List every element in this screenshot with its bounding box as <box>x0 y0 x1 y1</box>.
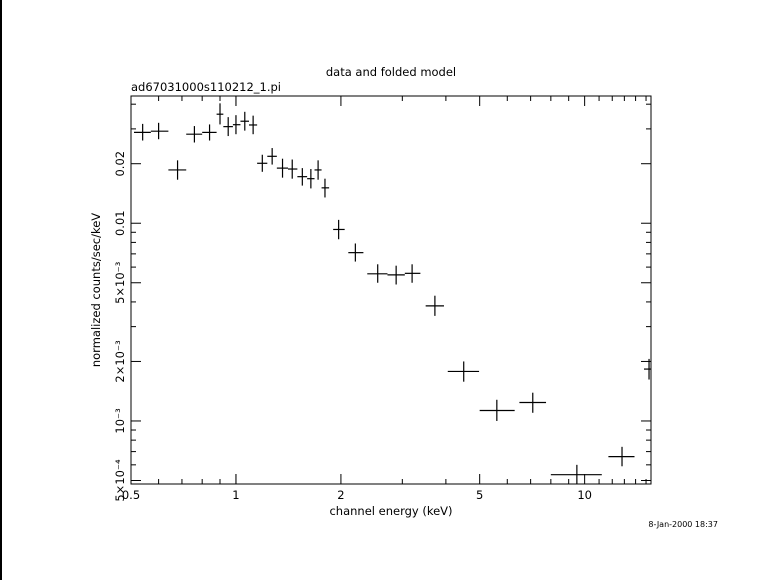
x-tick-label: 0.5 <box>122 488 140 502</box>
chart-title: data and folded model <box>326 65 456 79</box>
data-point <box>150 122 169 140</box>
y-tick-label: 5×10⁻³ <box>113 261 127 304</box>
data-points <box>133 103 651 484</box>
data-point <box>267 148 277 165</box>
data-point <box>348 243 364 262</box>
y-tick-label: 2×10⁻³ <box>113 340 127 383</box>
data-point <box>232 115 241 135</box>
y-tick-labels: 5×10⁻⁴ 10⁻³ 2×10⁻³ 5×10⁻³ 0.01 0.02 <box>113 151 127 502</box>
plot-area <box>130 95 652 485</box>
x-tick-labels: 0.5 1 2 5 10 <box>122 488 592 502</box>
y-axis-label: normalized counts/sec/keV <box>89 213 103 367</box>
timestamp: 8-Jan-2000 18:37 <box>648 520 718 529</box>
data-point <box>240 111 250 131</box>
axis-ticks <box>130 96 651 484</box>
data-point <box>287 159 298 179</box>
x-tick-label: 5 <box>476 488 483 502</box>
data-point <box>367 264 388 283</box>
data-point <box>202 124 217 141</box>
data-point <box>276 158 288 178</box>
y-tick-label: 0.01 <box>113 210 127 236</box>
data-point <box>644 358 651 380</box>
data-point <box>404 264 421 283</box>
data-point <box>608 446 635 467</box>
chart-subtitle: ad67031000s110212_1.pi <box>131 80 281 94</box>
y-tick-label: 10⁻³ <box>113 408 127 434</box>
data-point <box>321 178 330 198</box>
data-point <box>186 126 203 143</box>
data-point <box>314 160 322 180</box>
data-point <box>479 399 515 421</box>
data-point <box>550 464 602 484</box>
data-point <box>168 160 187 180</box>
data-point <box>519 392 547 413</box>
data-point <box>297 168 308 186</box>
data-point <box>387 265 405 285</box>
data-point <box>425 295 444 316</box>
data-point <box>216 103 224 125</box>
data-point <box>223 117 233 137</box>
data-point <box>133 123 151 141</box>
data-point <box>307 169 315 189</box>
data-point <box>249 115 258 135</box>
y-tick-label: 0.02 <box>113 151 127 177</box>
x-tick-label: 10 <box>577 488 592 502</box>
data-point <box>257 154 268 172</box>
data-point <box>333 219 345 240</box>
x-axis-label: channel energy (keV) <box>329 504 452 518</box>
x-tick-label: 1 <box>232 488 239 502</box>
x-tick-label: 2 <box>337 488 344 502</box>
data-point <box>447 361 480 382</box>
y-tick-label: 5×10⁻⁴ <box>113 459 127 502</box>
